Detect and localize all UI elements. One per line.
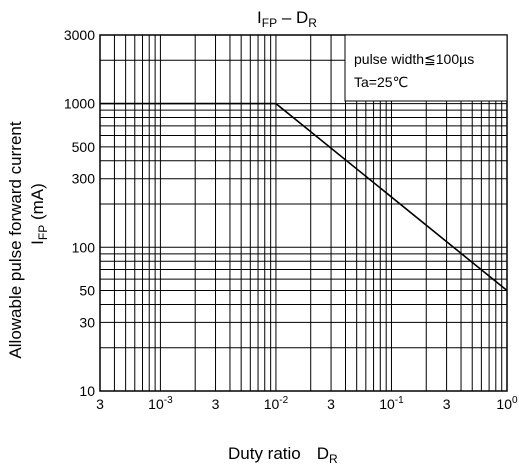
y-axis-title: Allowable pulse forward current IFP (mA) bbox=[6, 121, 50, 358]
y-axis-symbol: I bbox=[28, 240, 47, 245]
y-tick-label: 10 bbox=[79, 383, 95, 399]
x-tick-labels: 3 10-3 3 10-2 3 10-1 3 100 bbox=[96, 395, 518, 412]
x-tick-label: 3 bbox=[443, 396, 451, 412]
y-tick-label: 500 bbox=[72, 139, 96, 155]
y-tick-labels: 10 30 50 100 300 500 1000 3000 bbox=[64, 27, 95, 399]
series-group bbox=[100, 102, 508, 292]
x-tick-label: 3 bbox=[96, 396, 104, 412]
series-line-1 bbox=[100, 102, 508, 292]
title-duty-subscript: R bbox=[308, 16, 317, 30]
y-tick-label: 100 bbox=[72, 239, 96, 255]
annotation-pulse-width: pulse width≦100µs bbox=[354, 51, 474, 67]
title-symbol: I bbox=[257, 8, 262, 27]
y-axis-title-line2: IFP (mA) bbox=[28, 183, 50, 245]
x-tick-label: 10-3 bbox=[148, 395, 173, 412]
y-tick-label: 30 bbox=[79, 314, 95, 330]
annotation-temperature: Ta=25℃ bbox=[354, 74, 408, 90]
x-tick-label: 3 bbox=[327, 396, 335, 412]
x-tick-label: 3 bbox=[212, 396, 220, 412]
annotation-frame bbox=[344, 34, 508, 102]
x-axis-symbol-subscript: R bbox=[329, 452, 338, 466]
x-tick-label: 10-2 bbox=[264, 395, 289, 412]
y-axis-title-line1: Allowable pulse forward current bbox=[6, 121, 25, 358]
x-axis-label: Duty ratio bbox=[228, 444, 301, 463]
y-tick-label: 3000 bbox=[64, 27, 95, 43]
y-tick-label: 300 bbox=[72, 171, 96, 187]
title-symbol-subscript: FP bbox=[262, 16, 277, 30]
x-axis-symbol: D bbox=[317, 444, 329, 463]
y-axis-unit: (mA) bbox=[28, 183, 47, 225]
chart-title: IFP – DR bbox=[257, 8, 317, 30]
plot-frame bbox=[99, 34, 508, 392]
annotation-box: pulse width≦100µs Ta=25℃ bbox=[344, 34, 508, 102]
x-axis-title: Duty ratio DR bbox=[228, 444, 338, 466]
y-tick-label: 50 bbox=[79, 283, 95, 299]
y-axis-symbol-subscript: FP bbox=[36, 225, 50, 240]
title-separator: – D bbox=[277, 8, 308, 27]
x-tick-label: 10-1 bbox=[379, 395, 404, 412]
y-tick-label: 1000 bbox=[64, 96, 95, 112]
grid bbox=[99, 34, 508, 392]
x-tick-label: 100 bbox=[496, 395, 518, 412]
